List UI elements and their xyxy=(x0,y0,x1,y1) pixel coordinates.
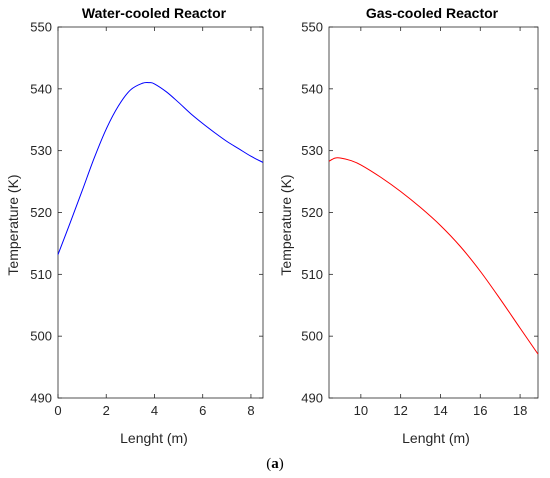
caption-close-paren: ) xyxy=(279,456,284,472)
x-tick-label-left-1: 2 xyxy=(103,403,110,418)
y-tick-label-right-2: 510 xyxy=(301,267,323,282)
y-tick-label-left-1: 500 xyxy=(30,329,52,344)
y-tick-label-left-3: 520 xyxy=(30,205,52,220)
plot-frame-left xyxy=(57,26,264,399)
y-tick-label-right-6: 550 xyxy=(301,20,323,35)
series-group-right xyxy=(328,157,539,355)
chart-right: Gas-cooled Reactor Temperature (K) Lengh… xyxy=(278,5,539,446)
chart-left: Water-cooled Reactor Temperature (K) Len… xyxy=(5,5,264,446)
y-tick-label-left-0: 490 xyxy=(30,391,52,406)
caption-open-paren: ( xyxy=(266,456,271,472)
x-tick-label-left-2: 4 xyxy=(151,403,158,418)
y-tick-label-right-3: 520 xyxy=(301,205,323,220)
plot-frame-right xyxy=(328,26,539,399)
x-tick-label-left-3: 6 xyxy=(199,403,206,418)
x-axis-label-right: Lenght (m) xyxy=(402,430,470,446)
x-axis-label-left: Lenght (m) xyxy=(120,430,188,446)
x-tick-label-left-4: 8 xyxy=(247,403,254,418)
series-line-left-0 xyxy=(57,81,264,255)
x-tick-label-left-0: 0 xyxy=(54,403,61,418)
y-tick-label-right-4: 530 xyxy=(301,143,323,158)
series-line-right-0 xyxy=(328,157,539,355)
y-tick-label-left-6: 550 xyxy=(30,20,52,35)
y-tick-label-left-5: 540 xyxy=(30,81,52,96)
chart-title-left: Water-cooled Reactor xyxy=(82,5,227,21)
y-tick-label-left-4: 530 xyxy=(30,143,52,158)
x-tick-label-right-2: 14 xyxy=(433,403,447,418)
x-tick-label-right-0: 10 xyxy=(354,403,368,418)
figure-caption: (a) xyxy=(266,456,284,472)
series-group-left xyxy=(57,81,264,255)
ticks-left: 0 2 4 6 8 490 500 510 520 530 540 550 xyxy=(30,20,263,418)
y-tick-label-right-5: 540 xyxy=(301,81,323,96)
x-tick-label-right-4: 18 xyxy=(513,403,527,418)
x-tick-label-right-1: 12 xyxy=(393,403,407,418)
y-axis-label-right: Temperature (K) xyxy=(278,174,294,275)
ticks-right: 10 12 14 16 18 490 500 510 520 530 540 550 xyxy=(301,20,538,418)
y-axis-label-left: Temperature (K) xyxy=(5,174,21,275)
caption-letter: a xyxy=(271,456,279,472)
y-tick-label-right-1: 500 xyxy=(301,329,323,344)
y-tick-label-right-0: 490 xyxy=(301,391,323,406)
x-tick-label-right-3: 16 xyxy=(473,403,487,418)
chart-title-right: Gas-cooled Reactor xyxy=(366,5,499,21)
y-tick-label-left-2: 510 xyxy=(30,267,52,282)
